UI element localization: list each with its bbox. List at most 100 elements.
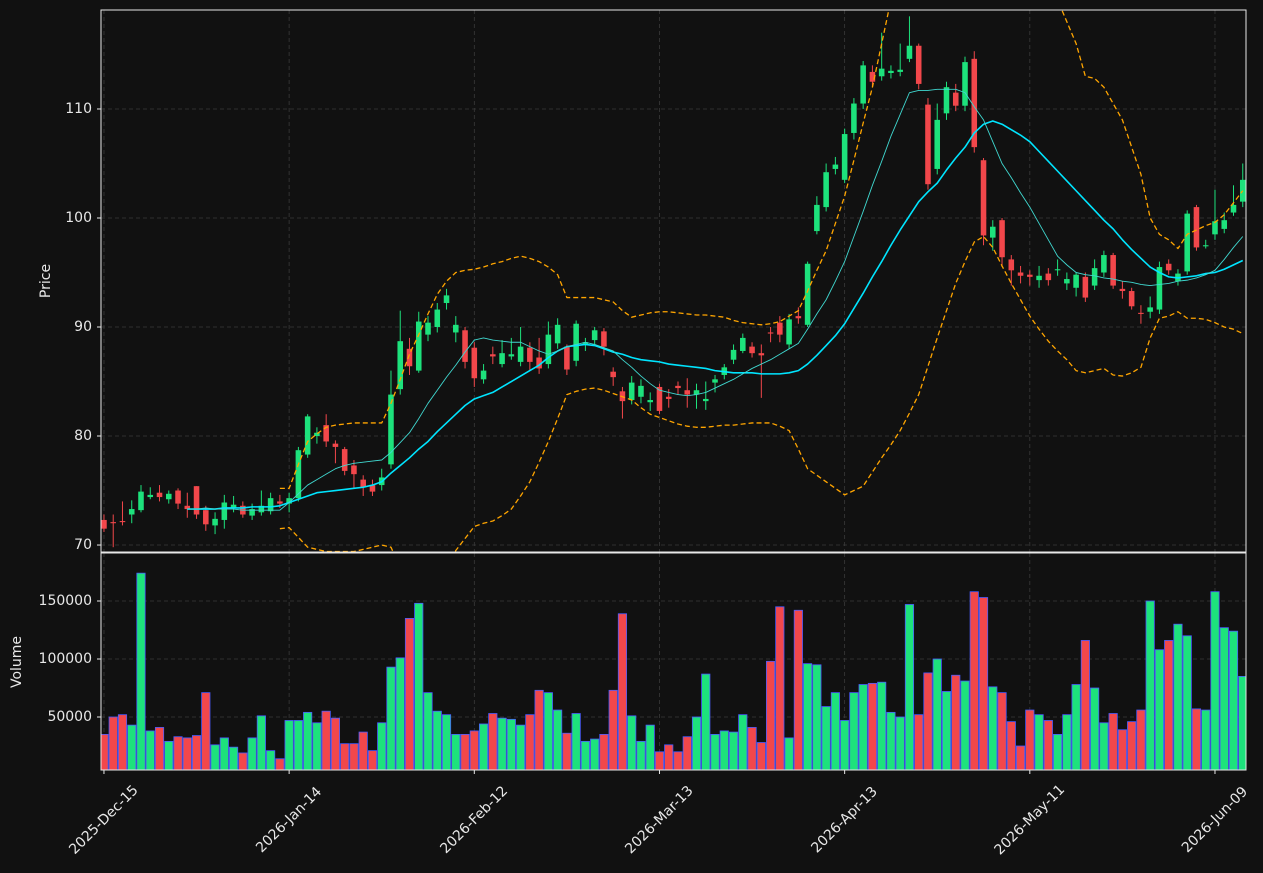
volume-bar bbox=[1043, 720, 1053, 770]
candle-body bbox=[851, 103, 857, 133]
volume-bar bbox=[775, 606, 785, 770]
volume-bar bbox=[256, 715, 266, 770]
volume-bar bbox=[951, 674, 961, 770]
candle-body bbox=[841, 134, 848, 180]
volume-bar bbox=[1025, 709, 1035, 770]
candle-body bbox=[1073, 274, 1079, 288]
volume-bar bbox=[627, 715, 637, 770]
candle-body bbox=[665, 396, 672, 399]
volume-bar bbox=[599, 733, 609, 770]
axes-frame bbox=[100, 552, 1247, 771]
candle-body bbox=[1202, 245, 1209, 247]
volume-bar bbox=[543, 692, 553, 770]
volume-bar bbox=[664, 744, 674, 770]
volume-bar bbox=[312, 722, 322, 770]
candle-body bbox=[1036, 275, 1042, 281]
candle-body bbox=[406, 348, 413, 367]
candle-body bbox=[388, 394, 394, 465]
volume-bar bbox=[1108, 713, 1118, 770]
volume-bar bbox=[1191, 708, 1202, 770]
candle-body bbox=[647, 400, 653, 403]
volume-bar bbox=[636, 740, 646, 770]
candle-body bbox=[786, 319, 792, 345]
candle-body bbox=[777, 322, 783, 335]
candle-body bbox=[860, 65, 866, 104]
volume-bar bbox=[840, 720, 850, 770]
volume-bar bbox=[978, 597, 989, 770]
volume-bar bbox=[117, 714, 128, 770]
candle-body bbox=[1184, 213, 1190, 272]
candle-body bbox=[832, 164, 839, 169]
volume-bar bbox=[997, 692, 1007, 770]
volume-bar bbox=[358, 731, 368, 770]
candle-body bbox=[536, 357, 542, 369]
candle-body bbox=[573, 323, 579, 361]
candle-body bbox=[128, 509, 135, 515]
y-tick-label: 50000 bbox=[47, 709, 92, 725]
candle-body bbox=[1110, 255, 1116, 286]
volume-bar bbox=[766, 660, 776, 770]
candle-body bbox=[1101, 255, 1107, 273]
volume-bar bbox=[219, 737, 229, 770]
volume-bar bbox=[210, 744, 220, 770]
volume-bar bbox=[330, 717, 340, 770]
volume-bar bbox=[136, 572, 146, 770]
axes-frame bbox=[100, 9, 1247, 553]
volume-bar bbox=[377, 722, 387, 770]
candle-body bbox=[795, 316, 802, 319]
volume-bar bbox=[414, 602, 424, 770]
volume-bar bbox=[719, 730, 729, 770]
indicator-line bbox=[187, 120, 1244, 510]
candle-body bbox=[1239, 179, 1246, 202]
volume-bar bbox=[173, 736, 183, 770]
candle-body bbox=[962, 62, 968, 106]
candle-body bbox=[314, 432, 320, 437]
candle-body bbox=[749, 346, 755, 354]
candle-body bbox=[869, 71, 876, 82]
volume-bar bbox=[460, 733, 470, 770]
volume-bar bbox=[682, 736, 692, 770]
volume-bar bbox=[386, 666, 396, 770]
volume-bar bbox=[229, 746, 239, 770]
candle-body bbox=[712, 379, 718, 383]
volume-bar bbox=[988, 686, 998, 770]
candle-body bbox=[582, 342, 589, 345]
volume-bar bbox=[1071, 684, 1081, 770]
volume-bar bbox=[108, 716, 118, 770]
candle-body bbox=[906, 45, 913, 59]
volume-bar bbox=[321, 710, 331, 770]
candle-body bbox=[767, 332, 774, 334]
candle-body bbox=[351, 465, 357, 475]
volume-bar bbox=[1173, 623, 1183, 770]
volume-bar bbox=[164, 740, 174, 770]
y-tick-label: 90 bbox=[74, 319, 92, 335]
indicator-line bbox=[279, 235, 1244, 552]
candle-body bbox=[1027, 274, 1033, 277]
candle-body bbox=[138, 491, 144, 511]
volume-bar bbox=[266, 750, 276, 770]
volume-bar bbox=[812, 664, 822, 770]
volume-bar bbox=[710, 733, 720, 770]
candle-body bbox=[999, 220, 1005, 258]
candle-body bbox=[554, 324, 561, 344]
volume-bar bbox=[960, 680, 970, 770]
volume-bar bbox=[127, 724, 137, 770]
candle-body bbox=[758, 353, 765, 356]
candle-body bbox=[258, 505, 265, 513]
candle-body bbox=[693, 390, 700, 395]
candle-body bbox=[165, 493, 172, 500]
candle-body bbox=[360, 479, 366, 488]
candle-body bbox=[1165, 263, 1172, 271]
volume-bar bbox=[1228, 630, 1239, 770]
candle-body bbox=[175, 490, 181, 504]
volume-bar bbox=[1164, 640, 1174, 770]
volume-bar bbox=[451, 733, 461, 770]
y-tick-label: 110 bbox=[65, 101, 92, 117]
candle-body bbox=[249, 509, 255, 516]
y-tick-label: 70 bbox=[74, 537, 92, 553]
volume-bar bbox=[469, 730, 479, 770]
candle-body bbox=[415, 321, 422, 371]
candle-body bbox=[203, 510, 209, 525]
volume-bar bbox=[1127, 721, 1137, 770]
candle-body bbox=[156, 492, 163, 498]
